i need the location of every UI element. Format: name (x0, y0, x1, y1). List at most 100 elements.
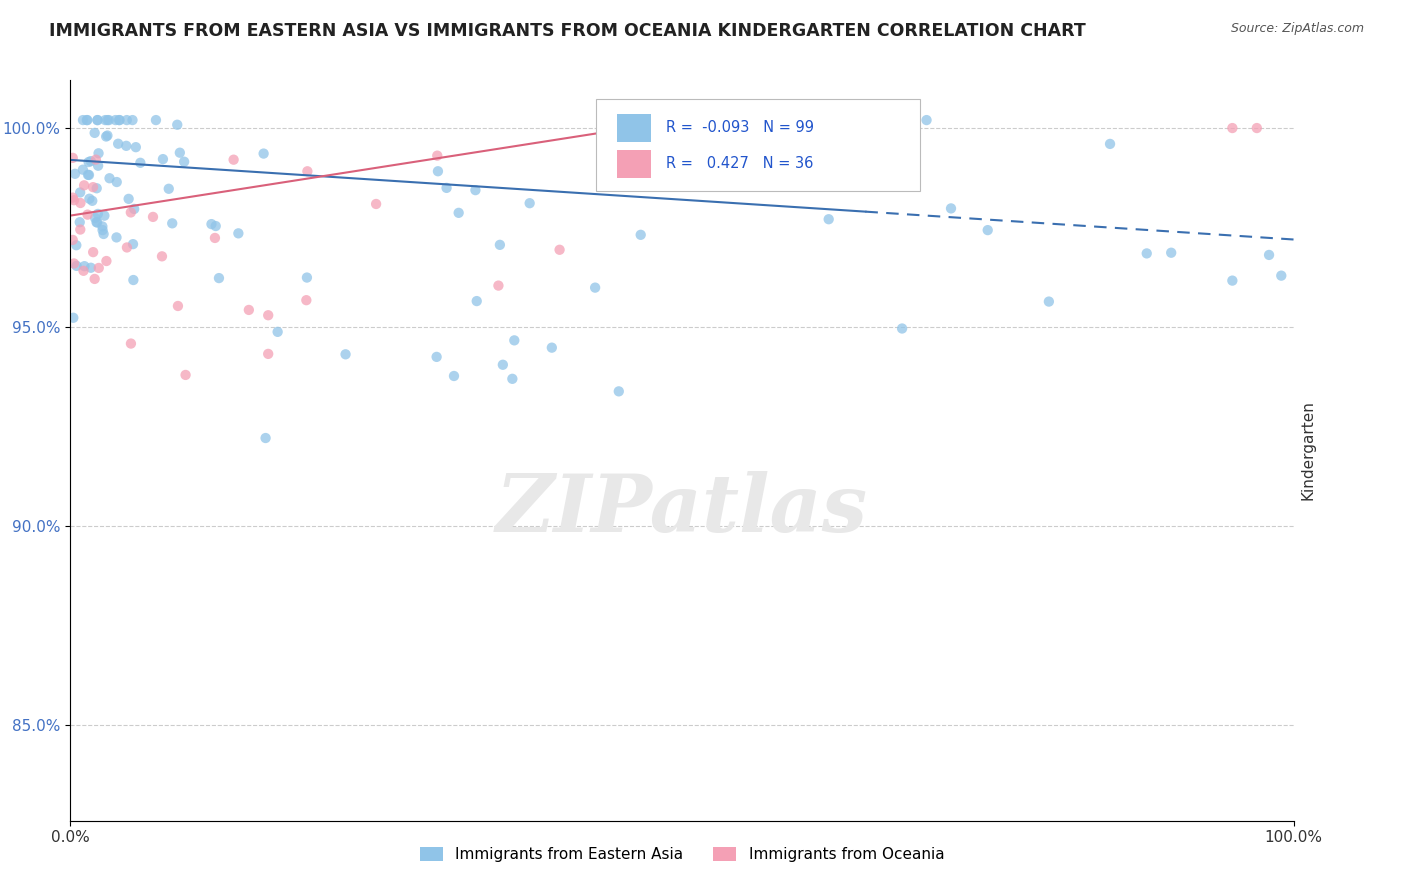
Point (105, 230, 128, 244)
Point (733, 114, 755, 128)
Point (1099, 136, 1122, 151)
Point (166, 118, 188, 132)
Point (69, 186, 91, 200)
Point (252, 146, 274, 161)
Point (142, 210, 165, 224)
Point (152, 152, 174, 166)
Point (1160, 245, 1182, 260)
Point (492, 358, 515, 372)
Point (222, 153, 245, 167)
Point (62, 233, 84, 247)
Point (69, 196, 91, 211)
Point (86, 215, 108, 229)
Text: ZIPatlas: ZIPatlas (496, 471, 868, 549)
Point (204, 219, 226, 233)
Point (91, 223, 114, 237)
Y-axis label: Kindergarten: Kindergarten (1301, 401, 1316, 500)
Point (73, 259, 96, 273)
Point (91, 219, 114, 234)
Point (426, 164, 449, 178)
Point (200, 217, 222, 231)
Point (87, 146, 110, 161)
Point (63, 193, 86, 207)
Point (98, 171, 121, 186)
Bar (617, 150, 651, 178)
Point (108, 113, 131, 128)
Point (93, 227, 115, 241)
Point (1038, 294, 1060, 309)
Point (122, 273, 145, 287)
Point (501, 372, 523, 386)
FancyBboxPatch shape (596, 99, 921, 191)
Point (86, 113, 108, 128)
Bar (617, 113, 651, 142)
Legend: Immigrants from Eastern Asia, Immigrants from Oceania: Immigrants from Eastern Asia, Immigrants… (413, 841, 950, 869)
Point (76, 113, 98, 128)
Text: Source: ZipAtlas.com: Source: ZipAtlas.com (1230, 22, 1364, 36)
Point (83, 272, 105, 286)
Point (104, 113, 127, 128)
Point (72, 113, 94, 128)
Point (87, 207, 110, 221)
Text: R =   0.427   N = 36: R = 0.427 N = 36 (666, 156, 814, 171)
Point (96, 254, 118, 268)
Point (489, 237, 512, 252)
Point (817, 212, 839, 227)
Point (122, 202, 145, 216)
Point (86, 113, 108, 128)
Point (1258, 248, 1281, 262)
Point (94, 113, 117, 128)
Point (82, 194, 104, 208)
Point (939, 202, 962, 216)
Point (80, 154, 103, 169)
Point (80, 260, 103, 275)
Point (1246, 121, 1268, 136)
Point (295, 293, 318, 308)
Point (1270, 268, 1292, 283)
Point (519, 196, 541, 211)
Point (238, 302, 260, 317)
Point (426, 148, 449, 162)
Point (82, 180, 104, 194)
Point (93, 209, 115, 223)
Point (108, 113, 131, 128)
Point (84, 153, 107, 167)
Point (366, 197, 388, 211)
Point (86, 215, 108, 229)
Point (125, 140, 148, 154)
Point (65, 238, 87, 252)
Point (145, 113, 167, 128)
Point (117, 192, 139, 206)
Point (121, 113, 143, 128)
Point (77, 168, 100, 182)
Point (84, 211, 107, 225)
Point (97, 113, 120, 128)
Point (204, 231, 226, 245)
Point (173, 154, 195, 169)
Point (72, 162, 94, 177)
Point (120, 205, 142, 219)
Point (257, 308, 280, 322)
Point (503, 334, 526, 348)
Point (65, 259, 87, 273)
Point (157, 182, 180, 196)
Point (257, 347, 280, 361)
Point (62, 310, 84, 325)
Point (443, 369, 465, 384)
Point (86, 181, 108, 195)
Point (335, 347, 357, 361)
Point (122, 237, 145, 252)
Point (69, 222, 91, 236)
Point (77, 155, 100, 169)
Point (72, 264, 94, 278)
Point (793, 163, 815, 178)
Point (174, 368, 197, 382)
Point (540, 341, 562, 355)
Point (426, 350, 449, 364)
Point (297, 164, 319, 178)
Point (447, 206, 470, 220)
Point (105, 175, 128, 189)
Point (167, 299, 190, 313)
Point (1136, 246, 1159, 260)
Point (73, 178, 96, 193)
